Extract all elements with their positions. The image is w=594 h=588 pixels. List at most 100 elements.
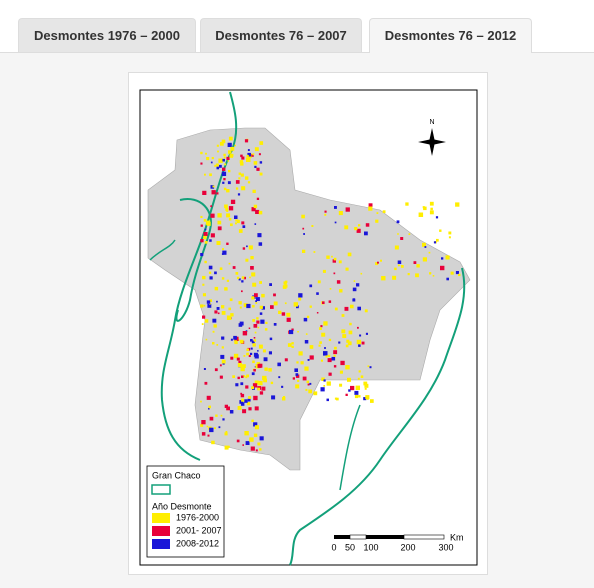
pixel: [224, 404, 228, 408]
pixel: [255, 209, 260, 214]
pixel: [309, 345, 314, 349]
pixel: [215, 163, 219, 167]
pixel: [368, 203, 373, 208]
pixel: [242, 364, 246, 368]
pixel: [243, 355, 246, 357]
pixel: [200, 253, 204, 257]
pixel: [247, 398, 251, 402]
pixel: [317, 280, 321, 284]
deforestation-pixels: [200, 136, 461, 452]
pixel: [228, 307, 231, 311]
pixel: [311, 225, 314, 227]
pixel: [239, 400, 244, 404]
pixel: [326, 381, 331, 386]
pixel: [251, 272, 256, 277]
legend-swatch: [152, 526, 170, 536]
pixel: [296, 305, 299, 309]
pixel: [316, 312, 319, 314]
pixel: [338, 211, 343, 216]
pixel: [289, 329, 294, 335]
pixel: [304, 366, 309, 371]
pixel: [200, 423, 204, 427]
pixel: [228, 206, 234, 211]
pixel: [229, 298, 233, 302]
pixel: [252, 360, 255, 364]
pixel: [306, 315, 310, 319]
pixel: [433, 241, 436, 244]
pixel: [309, 284, 313, 288]
pixel: [219, 141, 224, 146]
pixel: [251, 386, 254, 390]
pixel: [237, 219, 239, 221]
pixel: [309, 382, 312, 385]
tab[interactable]: Desmontes 76 – 2007: [200, 18, 362, 52]
pixel: [342, 334, 347, 338]
pixel: [334, 307, 338, 311]
pixel: [307, 359, 310, 361]
pixel: [251, 154, 254, 157]
pixel: [256, 317, 259, 320]
pixel: [240, 393, 245, 398]
scale-label: 300: [438, 542, 453, 552]
pixel: [216, 144, 219, 147]
pixel: [448, 236, 451, 239]
pixel: [211, 440, 215, 445]
pixel: [450, 271, 454, 275]
pixel: [235, 272, 239, 275]
pixel: [251, 419, 254, 422]
pixel: [324, 347, 326, 349]
pixel: [216, 307, 220, 310]
pixel: [365, 395, 370, 400]
pixel: [316, 292, 319, 295]
pixel: [230, 338, 233, 341]
pixel: [270, 381, 274, 385]
pixel: [230, 146, 235, 151]
pixel: [323, 385, 326, 387]
pixel: [228, 136, 233, 141]
pixel: [208, 265, 213, 270]
pixel: [257, 442, 261, 446]
pixel: [245, 176, 249, 180]
pixel: [217, 312, 220, 315]
pixel: [305, 333, 308, 335]
pixel: [368, 206, 373, 211]
pixel: [262, 349, 266, 353]
pixel: [346, 339, 350, 343]
pixel: [246, 245, 248, 248]
pixel: [264, 367, 268, 371]
pixel: [268, 351, 272, 355]
pixel: [455, 271, 459, 275]
pixel: [352, 298, 356, 302]
pixel: [439, 229, 442, 232]
pixel: [296, 361, 299, 364]
legend-swatch: [152, 539, 170, 549]
pixel: [291, 328, 294, 331]
pixel: [212, 318, 217, 323]
pixel: [238, 278, 241, 281]
pixel: [396, 220, 400, 224]
tab[interactable]: Desmontes 1976 – 2000: [18, 18, 196, 52]
pixel: [365, 332, 368, 335]
pixel: [249, 276, 251, 279]
pixel: [202, 275, 206, 280]
pixel: [228, 169, 231, 173]
pixel: [334, 346, 337, 350]
pixel: [227, 142, 232, 147]
pixel: [394, 245, 399, 250]
pixel: [251, 207, 256, 212]
pixel: [252, 153, 255, 156]
pixel: [209, 299, 212, 302]
pixel: [323, 379, 326, 382]
pixel: [287, 343, 292, 347]
pixel: [422, 242, 426, 247]
pixel: [455, 202, 460, 207]
pixel: [203, 219, 207, 222]
pixel: [225, 431, 228, 433]
tab[interactable]: Desmontes 76 – 2012: [369, 18, 532, 53]
pixel: [300, 361, 304, 365]
pixel: [327, 354, 331, 358]
pixel: [336, 397, 339, 401]
pixel: [357, 326, 359, 329]
pixel: [264, 328, 268, 331]
